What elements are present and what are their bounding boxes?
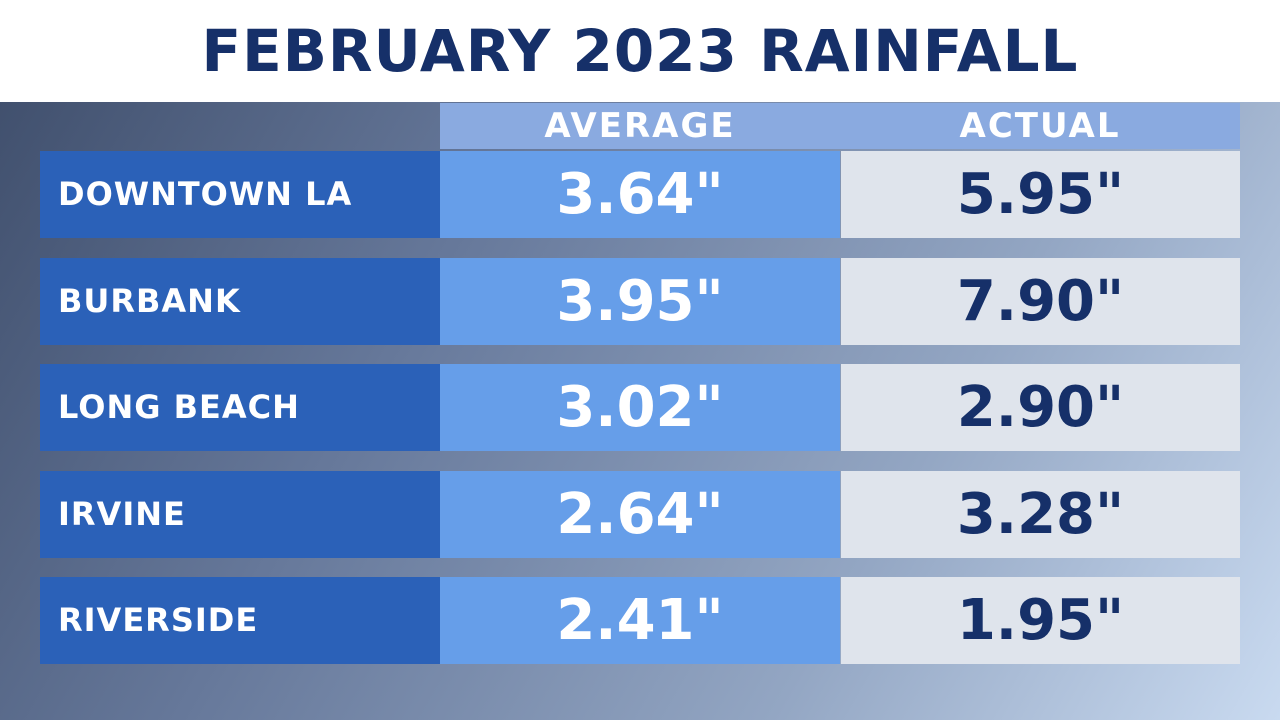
cell-actual-riverside: 1.95" bbox=[841, 577, 1240, 664]
column-header-actual: ACTUAL bbox=[959, 106, 1121, 146]
cell-actual-downtown-la: 5.95" bbox=[841, 151, 1240, 238]
row-label-riverside: RIVERSIDE bbox=[40, 577, 440, 664]
row-label-irvine: IRVINE bbox=[40, 471, 440, 558]
row-label-downtown-la: DOWNTOWN LA bbox=[40, 151, 440, 238]
row-label-long-beach: LONG BEACH bbox=[40, 364, 440, 451]
column-header-average: AVERAGE bbox=[544, 106, 736, 146]
chart-title: FEBRUARY 2023 RAINFALL bbox=[201, 17, 1079, 85]
cell-average-downtown-la: 3.64" bbox=[440, 151, 840, 238]
cell-actual-burbank: 7.90" bbox=[841, 258, 1240, 345]
cell-average-irvine: 2.64" bbox=[440, 471, 840, 558]
cell-average-long-beach: 3.02" bbox=[440, 364, 840, 451]
cell-actual-long-beach: 2.90" bbox=[841, 364, 1240, 451]
cell-actual-irvine: 3.28" bbox=[841, 471, 1240, 558]
column-header-band bbox=[440, 103, 1240, 149]
cell-average-burbank: 3.95" bbox=[440, 258, 840, 345]
title-bar bbox=[0, 0, 1280, 102]
row-label-burbank: BURBANK bbox=[40, 258, 440, 345]
cell-average-riverside: 2.41" bbox=[440, 577, 840, 664]
